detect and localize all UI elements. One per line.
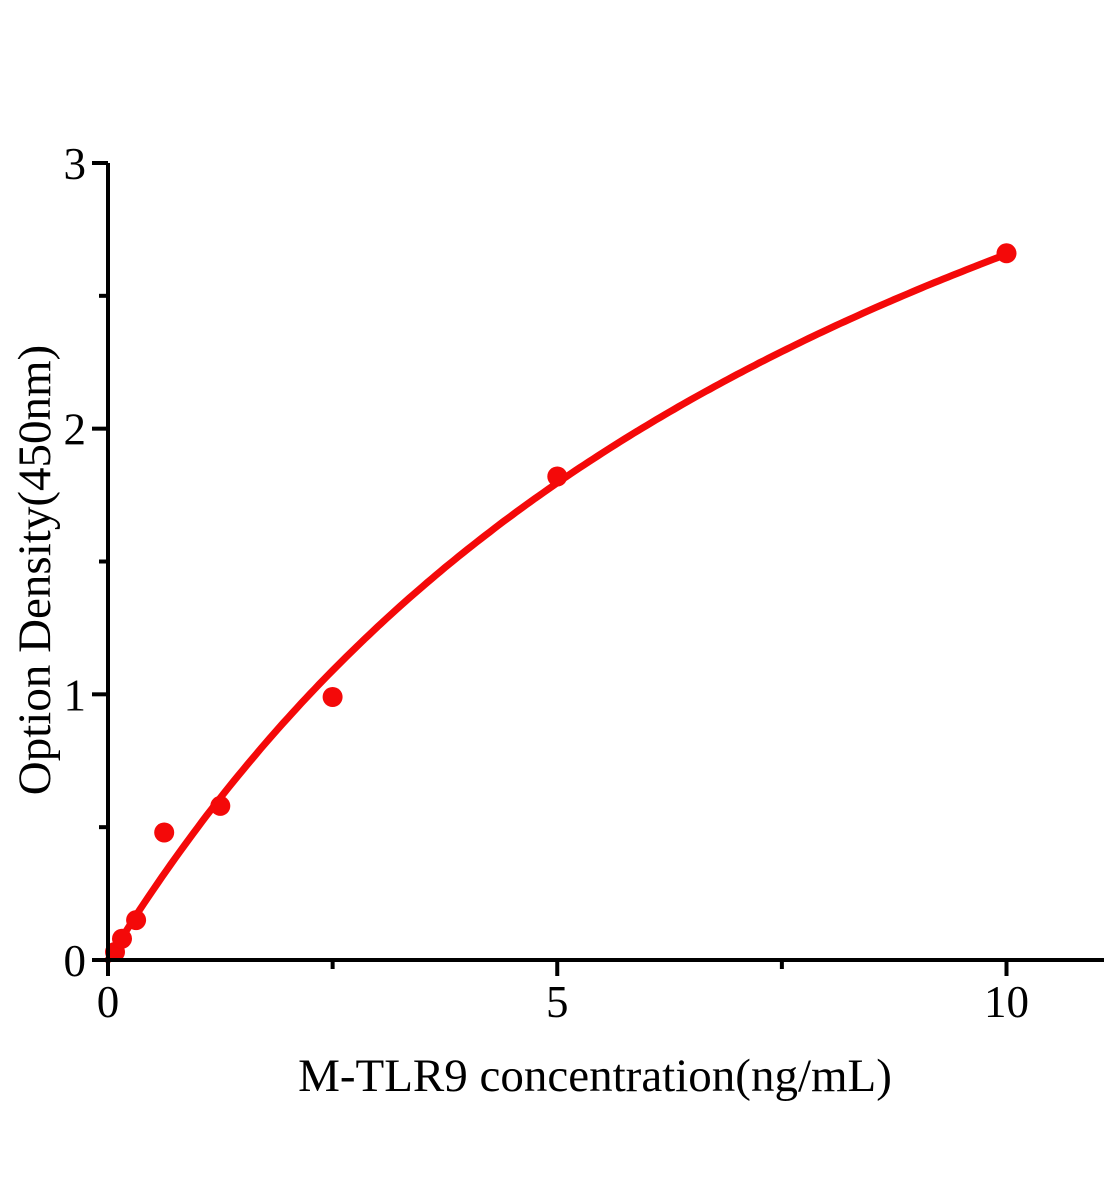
y-tick-label: 2	[64, 405, 87, 455]
x-tick-label: 10	[984, 977, 1029, 1027]
x-axis-title: M-TLR9 concentration(ng/mL)	[298, 1050, 892, 1102]
data-point	[154, 822, 175, 843]
y-axis-title: Option Density(450nm)	[9, 345, 61, 795]
data-point	[210, 795, 231, 816]
y-tick-label: 1	[64, 670, 87, 720]
data-point	[112, 928, 132, 949]
data-point	[322, 687, 343, 707]
y-tick-label: 3	[64, 139, 87, 189]
data-point	[996, 243, 1017, 264]
y-tick-label: 0	[64, 936, 87, 986]
data-point	[547, 466, 568, 487]
x-tick-label: 5	[546, 977, 569, 1027]
fit-curve	[104, 250, 1010, 964]
data-point	[126, 910, 147, 931]
x-tick-label: 0	[97, 977, 120, 1027]
